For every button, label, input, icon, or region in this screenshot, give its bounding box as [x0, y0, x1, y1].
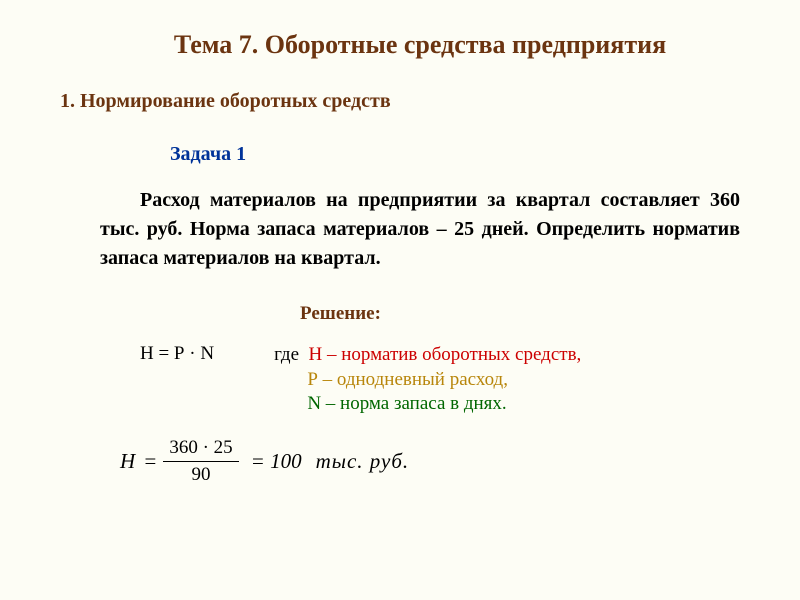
- problem-text: Расход материалов на предприятии за квар…: [100, 186, 740, 273]
- section-heading: 1. Нормирование оборотных средств: [60, 90, 750, 113]
- legend-n: N – норма запаса в днях.: [307, 393, 506, 414]
- problem-label: Задача 1: [170, 143, 750, 166]
- legend-p: Р – однодневный расход,: [307, 369, 508, 390]
- page-title: Тема 7. Оборотные средства предприятия: [90, 30, 750, 60]
- calc-result: = 100: [251, 449, 302, 474]
- solution-label: Решение:: [300, 303, 750, 325]
- legend-line-n: N – норма запаса в днях.: [274, 392, 581, 417]
- calc-unit: тыс. руб.: [316, 449, 410, 474]
- where-word: где: [274, 344, 299, 365]
- fraction: 360 · 25 90: [163, 437, 238, 486]
- legend-block: где Н – норматив оборотных средств, Р – …: [274, 343, 581, 417]
- calculation-row: H = 360 · 25 90 = 100 тыс. руб.: [120, 437, 750, 486]
- denominator: 90: [186, 462, 217, 486]
- legend-line-p: Р – однодневный расход,: [274, 368, 581, 393]
- numerator: 360 · 25: [163, 437, 238, 462]
- legend-line-h: где Н – норматив оборотных средств,: [274, 343, 581, 368]
- formula-row: Н = Р · N где Н – норматив оборотных сре…: [140, 343, 750, 417]
- equals-sign: =: [143, 449, 157, 474]
- calc-lhs: H: [120, 449, 135, 474]
- legend-h: Н – норматив оборотных средств,: [309, 344, 582, 365]
- formula-main: Н = Р · N: [140, 343, 214, 365]
